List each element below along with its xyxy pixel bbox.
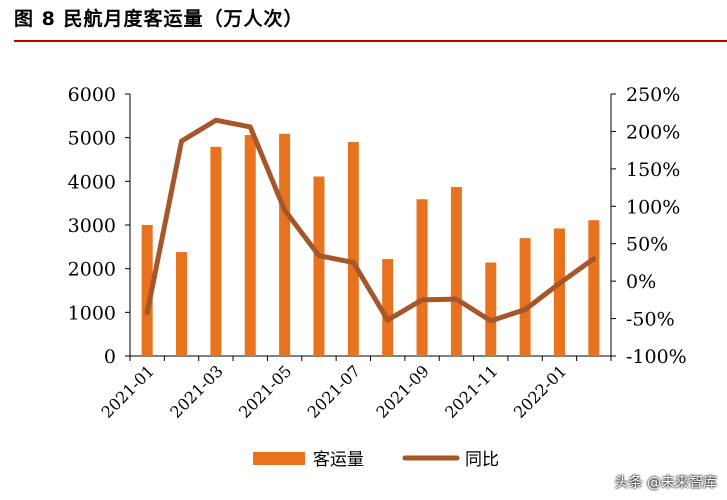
y-left-tick-label: 5000	[68, 128, 116, 150]
y-right-tick-label: -50%	[626, 309, 675, 331]
title-rule	[14, 40, 727, 42]
y-left-tick-label: 6000	[68, 84, 116, 106]
watermark: 头条 @未来智库	[614, 475, 717, 491]
y-right-tick-label: 200%	[626, 121, 680, 143]
bar-2021-11	[485, 262, 497, 356]
bar-2021-12	[519, 238, 531, 356]
x-tick-label: 2021-03	[166, 361, 226, 421]
bar-2021-06	[313, 176, 325, 356]
legend-swatch-bar	[253, 452, 305, 465]
x-tick-label: 2021-01	[98, 361, 158, 421]
y-left-tick-label: 0	[104, 346, 116, 368]
bar-2021-05	[279, 133, 291, 356]
bar-2021-04	[244, 135, 256, 356]
x-tick-label: 2021-09	[372, 361, 432, 421]
y-right-tick-label: -100%	[626, 346, 687, 368]
y-left-tick-label: 3000	[68, 215, 116, 237]
y-left-tick-label: 1000	[68, 302, 116, 324]
bar-2021-09	[416, 199, 428, 356]
legend-label-bar: 客运量	[313, 450, 364, 470]
x-tick-label: 2021-11	[441, 361, 501, 421]
bar-2022-02	[588, 220, 600, 356]
y-right-tick-label: 0%	[626, 271, 656, 293]
bar-2021-02	[176, 252, 188, 356]
bar-2022-01	[553, 228, 565, 356]
y-right-tick-label: 100%	[626, 196, 680, 218]
bar-2021-10	[450, 187, 462, 356]
bar-2021-08	[382, 259, 394, 356]
y-left-tick-label: 4000	[68, 171, 116, 193]
y-right-tick-label: 50%	[626, 234, 668, 256]
y-right-tick-label: 150%	[626, 159, 680, 181]
bar-2021-07	[347, 142, 359, 356]
y-left-tick-label: 2000	[68, 259, 116, 281]
x-tick-label: 2021-07	[304, 361, 364, 421]
y-right-tick-label: 250%	[626, 84, 680, 106]
x-tick-label: 2021-05	[235, 361, 295, 421]
bar-2021-03	[210, 146, 222, 356]
x-tick-label: 2022-01	[510, 361, 570, 421]
figure-title: 图 8 民航月度客运量（万人次）	[14, 8, 304, 30]
bar-2021-01	[141, 225, 153, 356]
line-yoy	[144, 117, 597, 324]
legend-label-line: 同比	[465, 450, 499, 470]
